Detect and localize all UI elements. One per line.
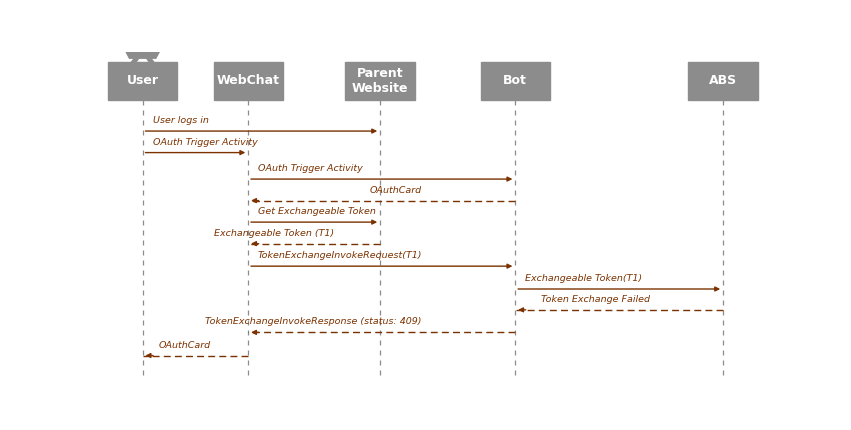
Text: User: User [127, 74, 158, 87]
Polygon shape [122, 43, 163, 58]
FancyBboxPatch shape [688, 61, 757, 100]
Text: TokenExchangeInvokeResponse (status: 409): TokenExchangeInvokeResponse (status: 409… [205, 317, 422, 326]
Text: OAuthCard: OAuthCard [369, 186, 422, 195]
Text: Get Exchangeable Token: Get Exchangeable Token [258, 207, 376, 216]
Text: OAuthCard: OAuthCard [159, 341, 211, 350]
FancyBboxPatch shape [346, 61, 414, 100]
Text: Exchangeable Token (T1): Exchangeable Token (T1) [214, 229, 334, 238]
FancyBboxPatch shape [481, 61, 550, 100]
Text: OAuth Trigger Activity: OAuth Trigger Activity [258, 164, 363, 173]
Text: OAuth Trigger Activity: OAuth Trigger Activity [152, 138, 257, 147]
FancyBboxPatch shape [214, 61, 283, 100]
FancyBboxPatch shape [108, 61, 177, 100]
Text: ABS: ABS [709, 74, 737, 87]
Text: Token Exchange Failed: Token Exchange Failed [541, 295, 650, 304]
Text: Bot: Bot [503, 74, 528, 87]
Text: User logs in: User logs in [152, 116, 208, 125]
Text: TokenExchangeInvokeRequest(T1): TokenExchangeInvokeRequest(T1) [258, 251, 423, 260]
Text: Parent
Website: Parent Website [351, 67, 408, 95]
Text: WebChat: WebChat [217, 74, 280, 87]
Circle shape [129, 28, 157, 42]
Text: Exchangeable Token(T1): Exchangeable Token(T1) [525, 274, 643, 283]
